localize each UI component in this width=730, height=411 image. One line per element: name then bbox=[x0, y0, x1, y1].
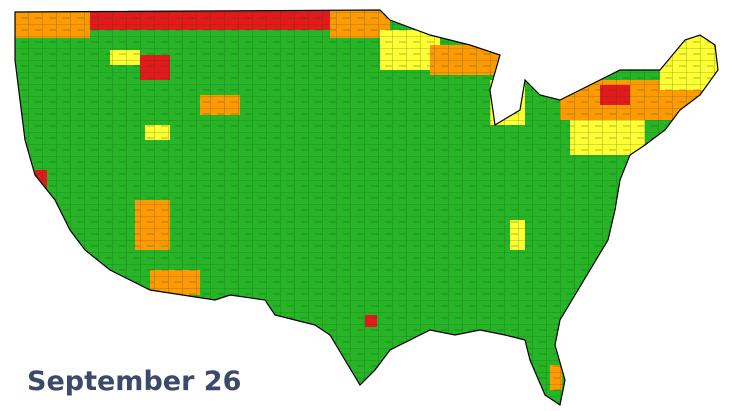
date-label: September 26 bbox=[27, 366, 241, 397]
